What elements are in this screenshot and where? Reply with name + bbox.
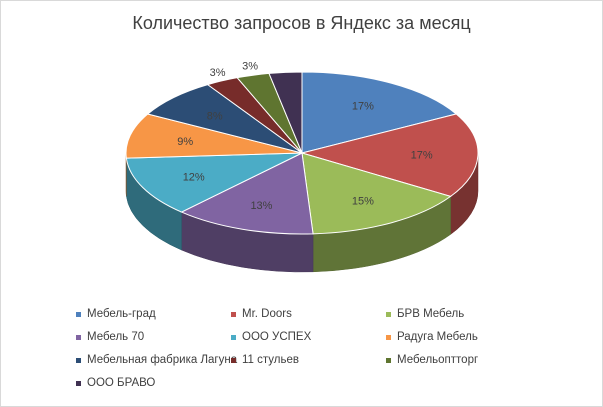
data-label-9: 3% xyxy=(242,61,258,73)
pie-slice-4 xyxy=(180,152,314,235)
data-label-5: 12% xyxy=(183,171,205,183)
data-label-1: 17% xyxy=(352,101,374,113)
pie-slice-2 xyxy=(300,113,479,197)
pie-side-walls xyxy=(125,152,479,273)
data-label-2: 17% xyxy=(411,150,433,162)
chart-title: Количество запросов в Яндекс за месяц xyxy=(132,13,471,33)
data-label-3: 15% xyxy=(352,195,374,207)
pie-slice-7 xyxy=(146,84,303,154)
data-labels: 17% 17% 15% 13% 12% 9% 8% 3% 3% xyxy=(177,61,433,212)
pie-top xyxy=(125,71,479,235)
data-label-4: 13% xyxy=(250,200,272,212)
data-label-6: 9% xyxy=(177,136,193,148)
pie-slice-1 xyxy=(301,71,458,154)
pie-slice-5 xyxy=(125,152,303,213)
pie-slice-6 xyxy=(125,113,303,159)
pie-slice-10 xyxy=(268,71,303,154)
data-label-7: 8% xyxy=(207,110,223,122)
pie-slice-3 xyxy=(301,152,452,235)
data-label-8: 3% xyxy=(210,67,226,79)
